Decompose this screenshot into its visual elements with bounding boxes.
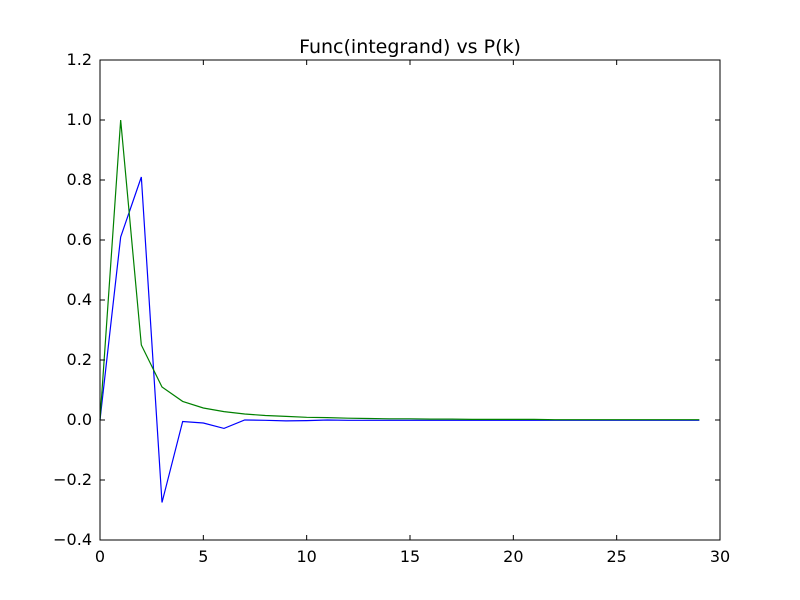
series-2-line: [99, 119, 700, 421]
chart-title: Func(integrand) vs P(k): [299, 36, 521, 58]
plot-layer: [99, 119, 700, 503]
y-tick-label: 1.0: [67, 110, 92, 129]
x-tick-label: 5: [198, 547, 208, 566]
y-tick-label: 1.2: [67, 50, 92, 69]
x-tick-label: 15: [400, 547, 420, 566]
x-tick-label: 10: [296, 547, 316, 566]
y-tick-label: 0.6: [67, 230, 92, 249]
tick-layer: 0 5 10 15 20 25 30 −0.4 −0.2 0.0 0.2 0.4 0.6 0.8 1.0 1.…: [53, 50, 730, 566]
x-tick-label: 30: [710, 547, 730, 566]
x-tick-label: 25: [606, 547, 626, 566]
y-tick-label: 0.4: [67, 290, 92, 309]
y-tick-label: 0.8: [67, 170, 92, 189]
x-tick-label: 0: [95, 547, 105, 566]
y-tick-label: 0.2: [67, 350, 92, 369]
y-tick-label: 0.0: [67, 410, 92, 429]
x-tick-label: 20: [503, 547, 523, 566]
y-tick-label: −0.4: [53, 530, 92, 549]
y-tick-label: −0.2: [53, 470, 92, 489]
